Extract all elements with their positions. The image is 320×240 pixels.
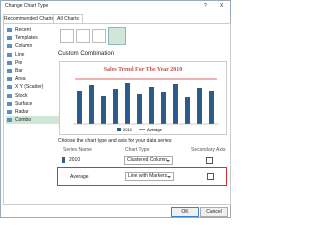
series-prompt: Choose the chart type and axis for your … (58, 138, 173, 144)
icon[interactable] (92, 29, 106, 43)
column-header: Secondary Axis (191, 147, 226, 153)
secondary-axis-checkbox[interactable] (207, 173, 214, 180)
help-button[interactable]: ? (204, 3, 207, 9)
dialog: Change Chart Type ? X Recommended Charts… (0, 0, 231, 218)
chart-type-dropdown[interactable]: Line with Markers (125, 172, 174, 181)
chart-type[interactable]: Surface (6, 100, 59, 108)
legend-entry: Average (147, 127, 163, 132)
chart-type[interactable]: Stock (6, 92, 59, 100)
icon-selected[interactable] (108, 27, 126, 45)
section-title: Custom Combination (58, 51, 115, 57)
column-header: Chart Type (125, 147, 150, 153)
dropdown-value: Clustered Column (127, 157, 168, 163)
chart-type-dropdown[interactable]: Clustered Column (124, 156, 173, 165)
series-name: Average (70, 174, 89, 180)
chart-preview: Sales Trend For The Year 2010 2010 Avera… (59, 61, 227, 135)
tab-active[interactable]: All Charts (53, 14, 83, 24)
cancel-button[interactable]: Cancel (200, 207, 228, 217)
tab-panel (3, 23, 231, 205)
series-row: 2010 Clustered Column (59, 155, 227, 165)
title-bar: Change Chart Type ? X (1, 1, 230, 12)
secondary-axis-checkbox[interactable] (206, 157, 213, 164)
chart-type[interactable]: Pie (6, 59, 59, 67)
window-title: Change Chart Type (5, 3, 49, 9)
chart-type[interactable]: Templates (6, 34, 59, 42)
chart-type[interactable]: Recent (6, 26, 59, 34)
close-button[interactable]: X (220, 3, 224, 9)
preview-title: Sales Trend For The Year 2010 (104, 67, 183, 73)
series-name: 2010 (69, 157, 81, 163)
chart-type[interactable]: X Y (Scatter) (6, 83, 59, 91)
chart-type[interactable]: Line (6, 51, 59, 59)
dropdown-value: Line with Markers (128, 173, 168, 179)
chart-type[interactable]: Column (6, 42, 59, 50)
icon[interactable] (60, 29, 74, 43)
icon[interactable] (76, 29, 90, 43)
column-header: Series Name (63, 147, 92, 153)
legend-entry: 2010 (123, 127, 133, 132)
series-row-highlighted: Average Line with Markers (57, 167, 227, 186)
ok-button[interactable]: OK (171, 207, 199, 217)
chart-type[interactable]: Radar (6, 108, 59, 116)
chart-type-selected[interactable]: Combo (6, 116, 59, 125)
icon-row (58, 27, 228, 45)
chart-type[interactable]: Area (6, 75, 59, 83)
chart-type[interactable]: Bar (6, 67, 59, 75)
